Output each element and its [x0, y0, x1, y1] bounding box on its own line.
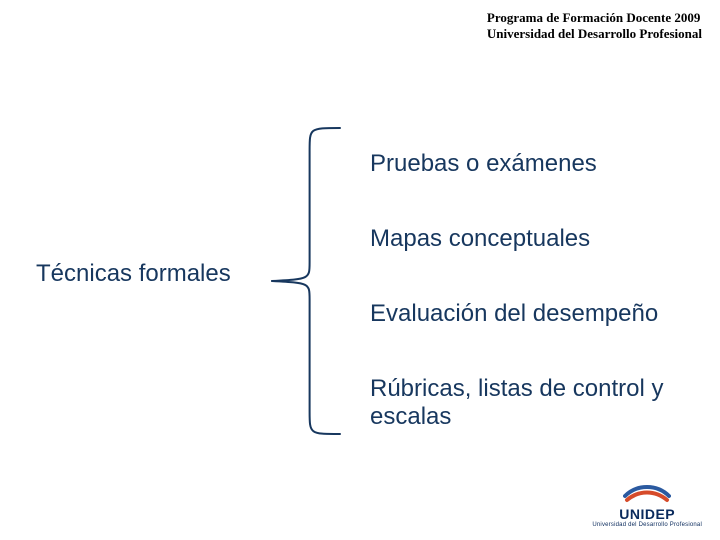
logo-text: UNIDEP	[592, 506, 702, 522]
brace-svg	[270, 126, 342, 436]
brace-item-0: Pruebas o exámenes	[370, 150, 597, 178]
brace-main-label: Técnicas formales	[36, 260, 231, 288]
brace-item-2: Evaluación del desempeño	[370, 300, 658, 328]
logo-mark-icon	[623, 476, 671, 504]
logo-subtext: Universidad del Desarrollo Profesional	[592, 522, 702, 528]
header-line-1: Programa de Formación Docente 2009	[487, 10, 702, 26]
brace-item-1: Mapas conceptuales	[370, 225, 590, 253]
header-line-2: Universidad del Desarrollo Profesional	[487, 26, 702, 42]
brace-icon	[270, 126, 342, 436]
brace-item-3: Rúbricas, listas de control y escalas	[370, 375, 700, 430]
logo: UNIDEP Universidad del Desarrollo Profes…	[592, 476, 702, 528]
slide-header: Programa de Formación Docente 2009 Unive…	[487, 10, 702, 41]
